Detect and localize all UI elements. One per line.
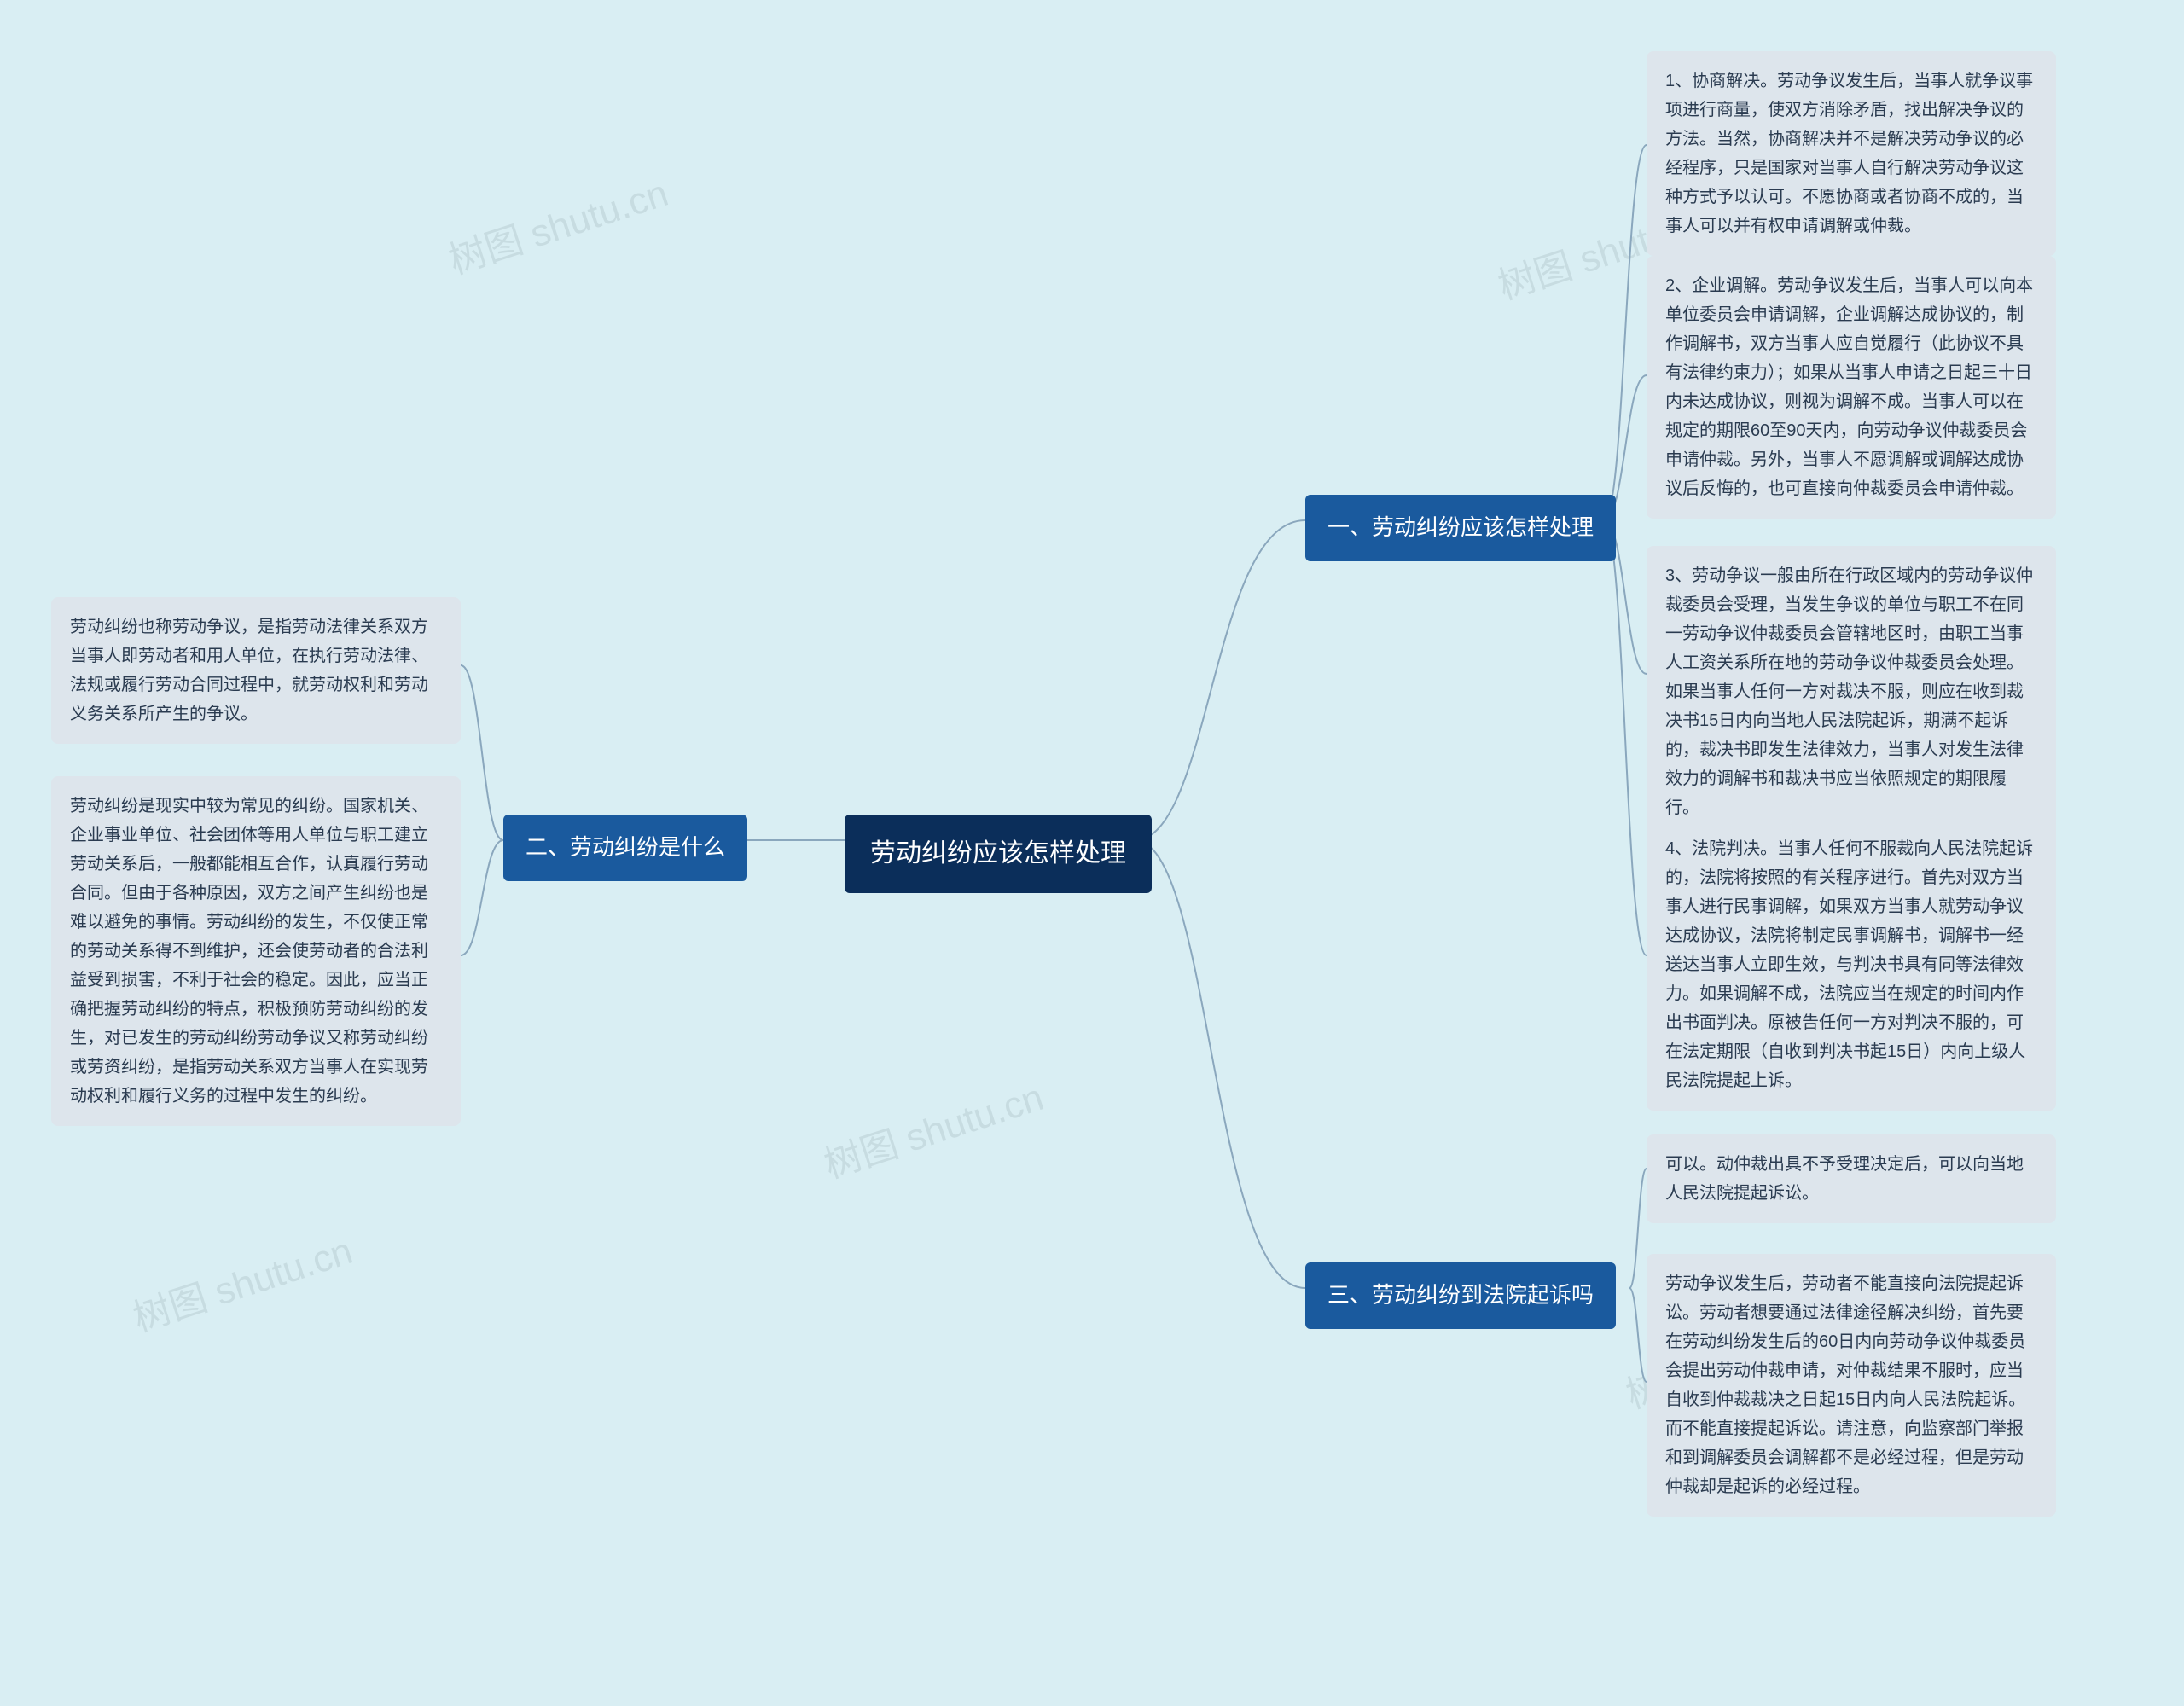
- branch-1-leaf-4[interactable]: 4、法院判决。当事人任何不服裁向人民法院起诉的，法院将按照的有关程序进行。首先对…: [1647, 819, 2056, 1111]
- branch-3[interactable]: 三、劳动纠纷到法院起诉吗: [1305, 1262, 1616, 1329]
- branch-1[interactable]: 一、劳动纠纷应该怎样处理: [1305, 495, 1616, 561]
- branch-1-leaf-3[interactable]: 3、劳动争议一般由所在行政区域内的劳动争议仲裁委员会受理，当发生争议的单位与职工…: [1647, 546, 2056, 838]
- branch-2-leaf-2[interactable]: 劳动纠纷是现实中较为常见的纠纷。国家机关、企业事业单位、社会团体等用人单位与职工…: [51, 776, 461, 1126]
- watermark: 树图 shutu.cn: [441, 162, 674, 284]
- branch-2-leaf-1[interactable]: 劳动纠纷也称劳动争议，是指劳动法律关系双方当事人即劳动者和用人单位，在执行劳动法…: [51, 597, 461, 744]
- branch-1-leaf-1[interactable]: 1、协商解决。劳动争议发生后，当事人就争议事项进行商量，使双方消除矛盾，找出解决…: [1647, 51, 2056, 256]
- root-node[interactable]: 劳动纠纷应该怎样处理: [845, 815, 1152, 893]
- watermark: 树图 shutu.cn: [125, 1220, 358, 1342]
- branch-2[interactable]: 二、劳动纠纷是什么: [503, 815, 747, 881]
- watermark: 树图 shutu.cn: [816, 1066, 1049, 1188]
- branch-1-leaf-2[interactable]: 2、企业调解。劳动争议发生后，当事人可以向本单位委员会申请调解，企业调解达成协议…: [1647, 256, 2056, 519]
- branch-3-leaf-1[interactable]: 可以。动仲裁出具不予受理决定后，可以向当地人民法院提起诉讼。: [1647, 1134, 2056, 1223]
- branch-3-leaf-2[interactable]: 劳动争议发生后，劳动者不能直接向法院提起诉讼。劳动者想要通过法律途径解决纠纷，首…: [1647, 1254, 2056, 1517]
